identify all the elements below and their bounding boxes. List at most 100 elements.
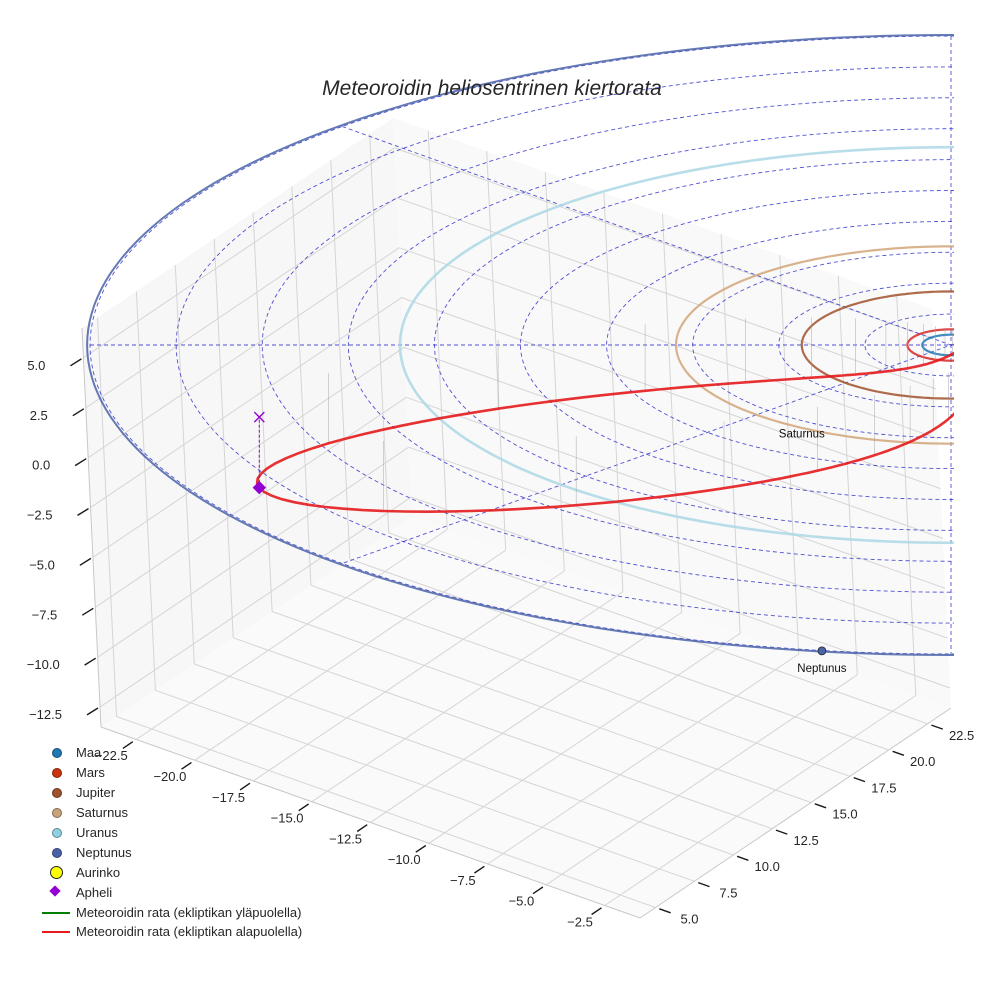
legend-dot-swatch <box>52 828 62 838</box>
z-tick-label: −12.5 <box>29 707 62 722</box>
z-tick-mark <box>77 508 89 516</box>
gridline-z <box>399 247 939 440</box>
x-tick-label: −20.0 <box>153 769 186 784</box>
gridline-y <box>310 584 851 777</box>
gridline-z <box>410 496 951 689</box>
planet-label-saturnus: Saturnus <box>779 429 825 441</box>
ecliptic-grid-radial <box>342 343 954 564</box>
x-tick-mark <box>122 741 134 749</box>
y-tick-mark <box>775 829 788 835</box>
legend-dot-swatch <box>52 768 62 779</box>
z-tick-label: −7.5 <box>32 607 58 622</box>
x-tick-label: −12.5 <box>329 831 362 846</box>
planet-label-neptunus: Neptunus <box>797 663 846 675</box>
x-tick-mark <box>356 824 368 833</box>
x-tick-mark <box>591 907 602 916</box>
legend-dot-swatch <box>52 808 62 819</box>
x-tick-mark <box>532 886 544 895</box>
x-tick-mark <box>474 865 485 874</box>
gridline-x <box>194 549 506 761</box>
x-tick-label: −17.5 <box>212 790 245 805</box>
gridline-y <box>330 159 351 560</box>
orbit-jupiter <box>800 290 954 400</box>
y-tick-label: 22.5 <box>949 728 974 743</box>
gridline-x <box>487 653 799 865</box>
legend-dot-swatch <box>52 847 62 858</box>
legend-entry: Saturnus <box>38 803 302 823</box>
legend-dot-swatch <box>52 788 62 799</box>
legend-entry: Neptunus <box>38 842 302 862</box>
gridline-y <box>252 212 273 612</box>
legend-label: Uranus <box>76 825 118 840</box>
legend-marker <box>38 843 76 862</box>
gridline-y <box>233 637 773 830</box>
gridline-z <box>403 346 944 539</box>
x-tick-label: −2.5 <box>567 914 593 929</box>
legend-marker <box>38 803 76 822</box>
legend-entry: Mars <box>38 763 302 783</box>
z-tick-mark <box>84 657 97 666</box>
legend-label: Meteoroidin rata (ekliptikan yläpuolella… <box>76 904 302 920</box>
gridline-x <box>135 529 448 740</box>
z-tick-label: −10.0 <box>27 657 60 672</box>
pane-left <box>82 118 412 727</box>
legend-label: Neptunus <box>76 844 132 860</box>
planet-marker-neptunus <box>817 646 827 656</box>
aphelion-projection-marker <box>253 411 265 423</box>
y-tick-mark <box>659 908 671 914</box>
axis-edge <box>100 726 641 919</box>
legend-entry: Aurinko <box>38 862 302 882</box>
x-tick-mark <box>239 782 251 791</box>
y-tick-label: 15.0 <box>832 807 857 822</box>
z-tick-label: 5.0 <box>27 358 45 373</box>
legend-marker <box>38 922 76 941</box>
gridline-z <box>408 446 948 639</box>
ecliptic-grid-circle <box>347 128 954 562</box>
gridline-x <box>546 674 858 886</box>
z-tick-mark <box>86 707 99 716</box>
z-tick-mark <box>79 557 92 566</box>
orbit-neptunus <box>86 33 954 657</box>
legend-entry: Jupiter <box>38 783 302 803</box>
gridline-x <box>311 591 624 803</box>
gridline-z <box>396 197 936 390</box>
gridline-z <box>87 247 400 459</box>
gridline-x <box>779 254 800 655</box>
z-tick-label: 0.0 <box>32 458 50 473</box>
legend-marker <box>38 783 76 802</box>
legend-line-swatch <box>42 911 70 914</box>
legend-entry: Apheli <box>38 882 302 902</box>
gridline-y <box>213 238 234 638</box>
legend-label: Maa <box>76 745 102 761</box>
y-tick-mark <box>814 803 827 809</box>
x-tick-label: −15.0 <box>271 811 304 826</box>
aphelion-marker <box>252 480 267 495</box>
z-tick-mark <box>72 408 85 417</box>
legend-marker <box>38 863 76 882</box>
y-tick-mark <box>892 750 905 756</box>
legend-entry: Uranus <box>38 823 302 843</box>
x-tick-mark <box>415 844 427 853</box>
legend-dot-swatch <box>52 748 62 759</box>
legend-entry: Meteoroidin rata (ekliptikan yläpuolella… <box>38 902 302 922</box>
z-tick-label: −2.5 <box>27 508 53 523</box>
legend-label: Jupiter <box>76 785 116 801</box>
gridline-y <box>155 689 695 882</box>
gridline-y <box>369 133 390 533</box>
gridline-x <box>604 695 917 906</box>
x-tick-label: −22.5 <box>95 748 128 763</box>
axis-edge <box>81 327 102 728</box>
gridline-x <box>428 632 741 844</box>
legend-line-swatch <box>42 931 70 934</box>
z-tick-mark <box>81 607 94 616</box>
y-tick-label: 17.5 <box>871 780 896 795</box>
z-tick-mark <box>74 458 87 467</box>
legend-marker <box>38 883 76 902</box>
legend-diamond-swatch <box>49 885 61 897</box>
x-tick-label: −7.5 <box>450 873 476 888</box>
gridline-y <box>194 663 734 856</box>
gridline-z <box>95 396 407 608</box>
gridline-z <box>401 297 941 490</box>
gridline-y <box>271 611 812 803</box>
